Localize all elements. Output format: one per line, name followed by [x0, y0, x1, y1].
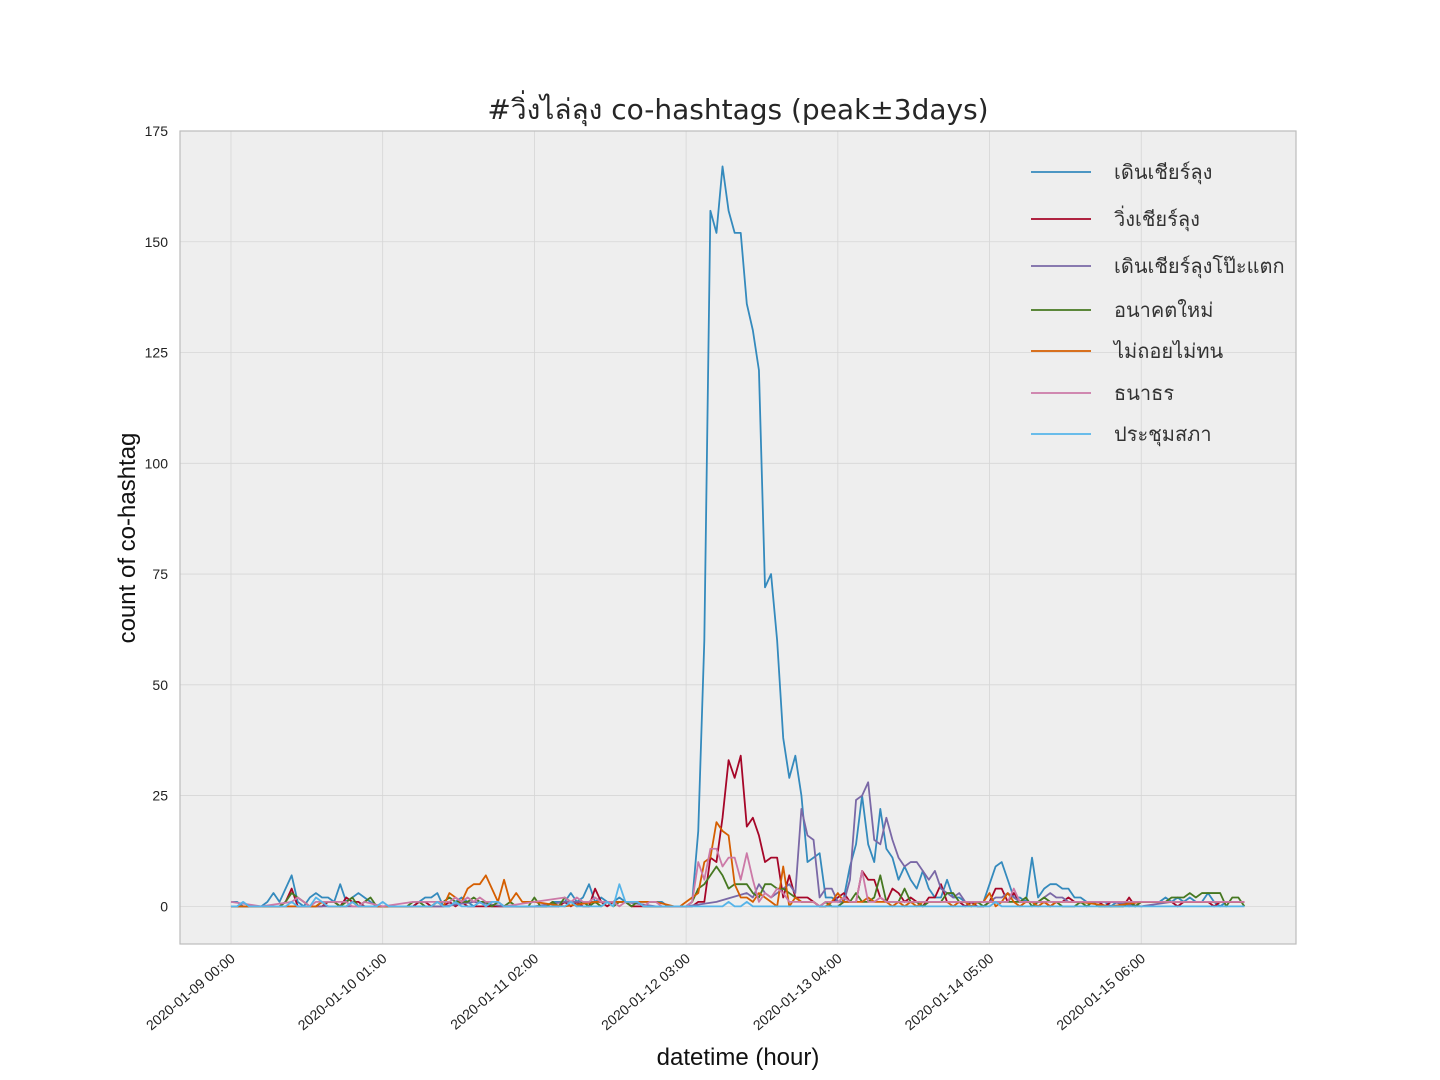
series-lines [230, 165, 1246, 908]
y-tick-label: 100 [145, 455, 169, 471]
x-axis-label: datetime (hour) [657, 1044, 820, 1071]
legend-entry: ไม่ถอยไม่ทน [1031, 339, 1224, 363]
y-tick-label: 125 [145, 345, 169, 361]
plot-background [180, 131, 1296, 944]
y-tick-label: 25 [152, 788, 168, 804]
legend-label: อนาคตใหม่ [1114, 298, 1213, 322]
legend-entry: เดินเชียร์ลุงโป๊ะแตก [1031, 254, 1285, 279]
legend-label: ไม่ถอยไม่ทน [1112, 339, 1224, 363]
y-tick-label: 150 [145, 234, 169, 250]
plot-frame [179, 130, 1297, 945]
series-line-7 [230, 883, 1245, 908]
legend-label: ธนาธร [1114, 381, 1174, 405]
y-tick-label: 0 [160, 898, 168, 914]
y-tick-label: 50 [152, 677, 168, 693]
chart-title: #วิ่งไล่ลุง co-hashtags (peak±3days) [487, 90, 988, 127]
legend-label: ประชุมสภา [1114, 422, 1212, 447]
plot-area [180, 131, 1296, 944]
legend-label: เดินเชียร์ลุงโป๊ะแตก [1114, 254, 1285, 279]
legend-entry: ประชุมสภา [1031, 422, 1212, 447]
legend-entry: เดินเชียร์ลุง [1031, 160, 1212, 185]
legend-entry: ธนาธร [1031, 381, 1174, 405]
legend: เดินเชียร์ลุงวิ่งเชียร์ลุงเดินเชียร์ลุงโ… [1031, 160, 1285, 447]
legend-entry: อนาคตใหม่ [1031, 298, 1213, 322]
legend-label: วิ่งเชียร์ลุง [1114, 205, 1200, 232]
y-axis-label: count of co-hashtag [114, 433, 141, 644]
legend-label: เดินเชียร์ลุง [1114, 160, 1212, 185]
y-tick-label: 75 [152, 566, 168, 582]
legend-entry: วิ่งเชียร์ลุง [1031, 205, 1200, 232]
y-tick-label: 175 [145, 123, 169, 139]
